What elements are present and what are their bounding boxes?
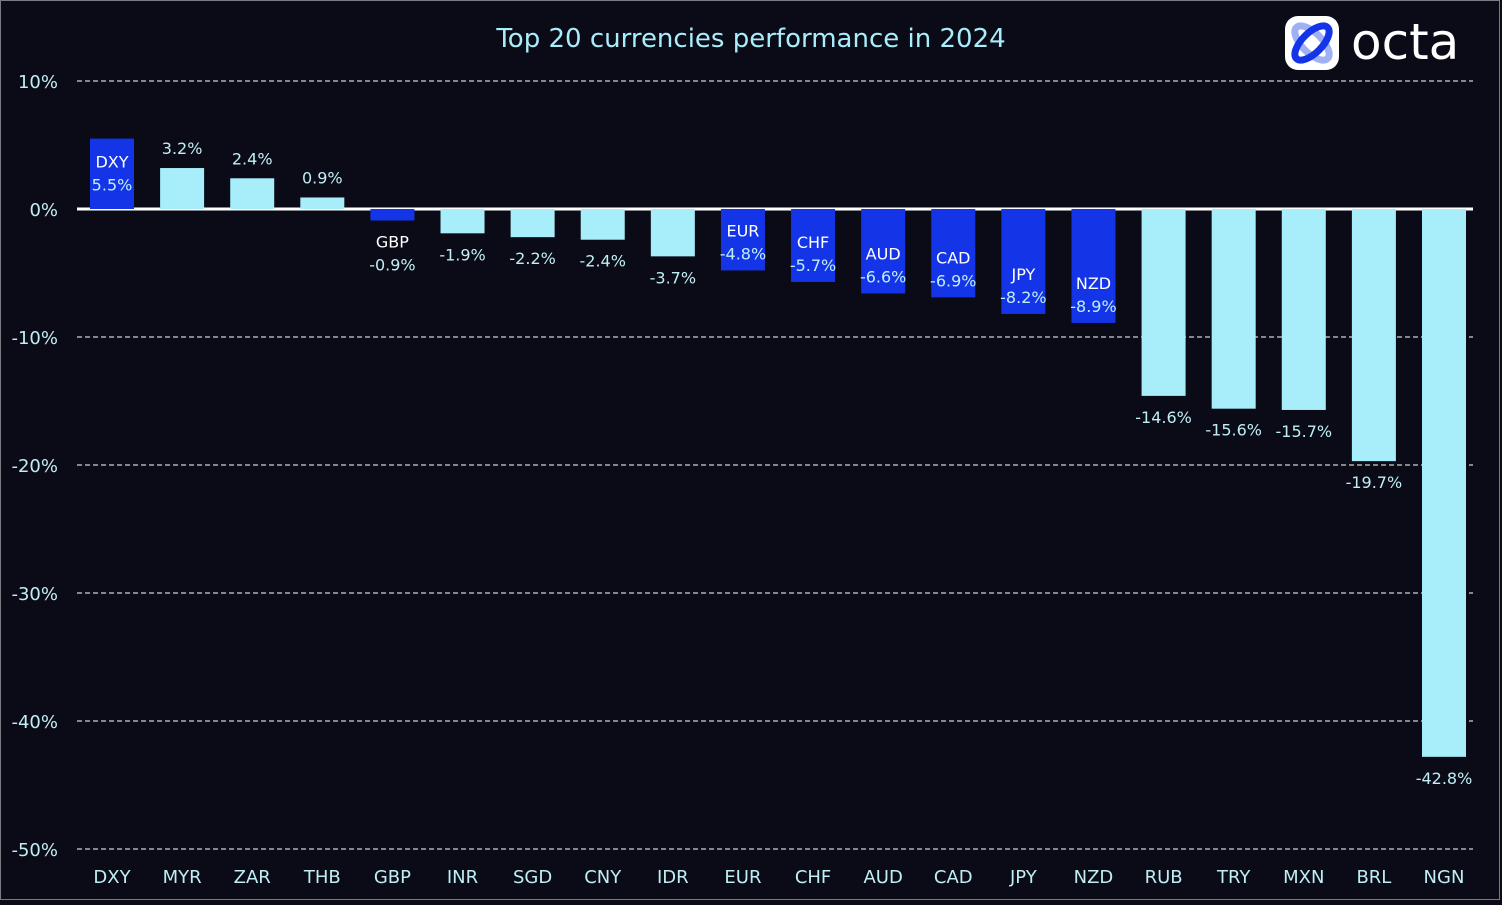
bar-chf	[791, 209, 836, 282]
bar-category-label: GBP	[376, 233, 409, 252]
y-tick-label: 0%	[29, 200, 58, 221]
bar-category-label: JPY	[1010, 265, 1035, 284]
bar-nzd	[1071, 209, 1116, 323]
x-tick-label: NZD	[1074, 867, 1114, 888]
x-tick-label: CHF	[795, 867, 831, 888]
bar-thb	[300, 197, 345, 209]
x-tick-label: CNY	[584, 867, 622, 888]
bar-myr	[160, 168, 205, 209]
data-label: -2.4%	[580, 252, 626, 271]
data-label: -5.7%	[790, 256, 836, 275]
data-label: -8.9%	[1070, 297, 1116, 316]
y-tick-label: -30%	[11, 584, 58, 605]
data-label: 3.2%	[162, 139, 203, 158]
x-tick-label: ZAR	[234, 867, 271, 888]
bar-category-label: CHF	[797, 233, 829, 252]
data-label: -3.7%	[650, 268, 696, 287]
octa-logo-icon	[1285, 16, 1339, 70]
bar-gbp	[370, 209, 415, 221]
x-tick-label: GBP	[374, 867, 411, 888]
bar-inr	[440, 209, 485, 234]
x-tick-label: MYR	[163, 867, 202, 888]
bars	[90, 138, 1466, 757]
x-tick-label: RUB	[1145, 867, 1183, 888]
bar-cad	[931, 209, 976, 298]
bar-category-label: DXY	[95, 153, 128, 172]
x-tick-label: JPY	[1009, 867, 1038, 888]
y-tick-label: -40%	[11, 712, 58, 733]
gridlines	[77, 80, 1473, 850]
data-label: -1.9%	[439, 245, 485, 264]
data-label: -8.2%	[1000, 288, 1046, 307]
x-axis: DXY MYR ZAR THB GBP INR SGD CNY IDR EUR CHF AUD CAD J…	[93, 867, 1464, 888]
bar-zar	[230, 178, 275, 209]
data-label: -0.9%	[369, 256, 415, 275]
x-tick-label: AUD	[863, 867, 902, 888]
bar-sgd	[510, 209, 555, 238]
x-tick-label: IDR	[657, 867, 689, 888]
y-tick-label: 10%	[18, 72, 58, 93]
bar-ngn	[1422, 209, 1466, 757]
x-tick-label: NGN	[1424, 867, 1465, 888]
data-label: -4.8%	[720, 244, 766, 263]
data-label: 5.5%	[92, 176, 133, 195]
x-tick-label: THB	[303, 867, 341, 888]
x-tick-label: CAD	[934, 867, 973, 888]
chart-title: Top 20 currencies performance in 2024	[495, 24, 1005, 54]
bar-jpy	[1001, 209, 1046, 314]
y-tick-label: -10%	[11, 328, 58, 349]
bar-eur	[720, 209, 765, 271]
y-axis: 10% 0% -10% -20% -30% -40% -50%	[11, 72, 58, 861]
data-label: 0.9%	[302, 168, 343, 187]
octa-logo: octa	[1285, 13, 1459, 71]
bar-brl	[1351, 209, 1396, 462]
bar-category-label: NZD	[1076, 274, 1111, 293]
x-tick-label: BRL	[1356, 867, 1391, 888]
bar-category-label: AUD	[866, 244, 901, 263]
bar-rub	[1141, 209, 1186, 396]
x-tick-label: INR	[447, 867, 478, 888]
bar-category-label: EUR	[726, 221, 759, 240]
y-tick-label: -50%	[11, 840, 58, 861]
x-tick-label: SGD	[513, 867, 552, 888]
bar-mxn	[1281, 209, 1326, 410]
bar-aud	[861, 209, 906, 294]
data-labels: DXY 5.5% 3.2% 2.4% 0.9% GBP -0.9% -1.9% -2.2% -2.…	[92, 139, 1473, 788]
x-tick-label: EUR	[724, 867, 761, 888]
data-label: -6.9%	[930, 271, 976, 290]
bar-dxy	[90, 138, 134, 209]
x-tick-label: MXN	[1283, 867, 1324, 888]
x-tick-label: DXY	[93, 867, 131, 888]
bar-category-label: CAD	[936, 248, 970, 267]
octa-logo-text: octa	[1351, 13, 1459, 71]
data-label: -15.7%	[1275, 422, 1332, 441]
data-label: 2.4%	[232, 149, 273, 168]
bar-try	[1211, 209, 1256, 409]
data-label: -19.7%	[1346, 473, 1403, 492]
data-label: -2.2%	[509, 249, 555, 268]
bar-cny	[580, 209, 625, 240]
data-label: -15.6%	[1205, 421, 1262, 440]
x-tick-label: TRY	[1216, 867, 1251, 888]
data-label: -14.6%	[1135, 408, 1192, 427]
bar-idr	[650, 209, 695, 257]
data-label: -6.6%	[860, 267, 906, 286]
data-label: -42.8%	[1416, 769, 1473, 788]
y-tick-label: -20%	[11, 456, 58, 477]
